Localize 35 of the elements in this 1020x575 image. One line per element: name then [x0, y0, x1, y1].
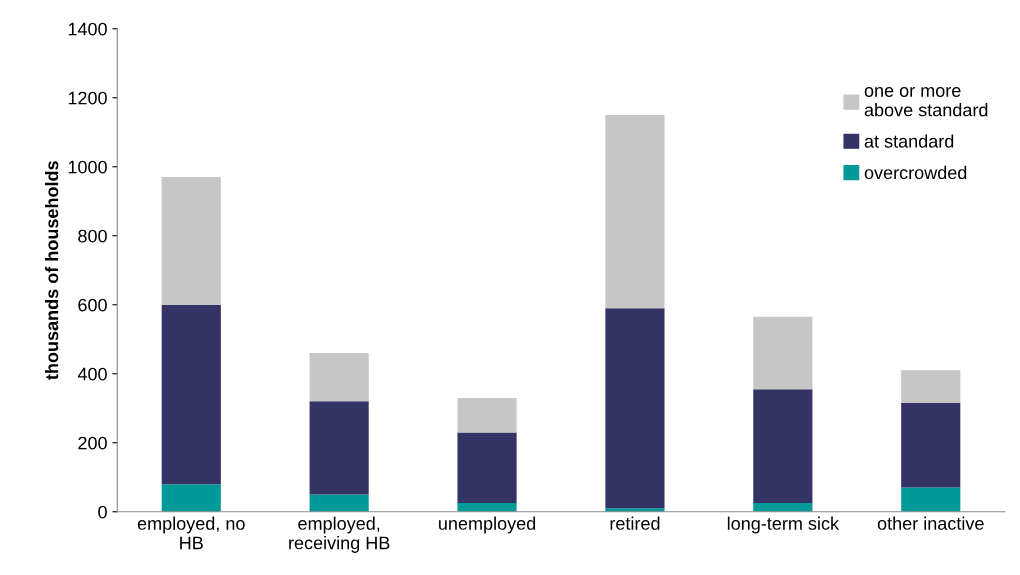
bar	[309, 353, 369, 402]
y-tick-label: 600	[78, 298, 107, 312]
y-tick-label: 1200	[68, 91, 107, 105]
legend-label: overcrowded	[864, 165, 967, 180]
bar	[161, 177, 221, 305]
x-tick-label: employed, no HB	[137, 516, 245, 550]
y-tick-label: 0	[98, 505, 107, 519]
bar	[753, 503, 813, 512]
x-tick-label: long-term sick	[727, 516, 840, 534]
bar	[753, 316, 813, 390]
bar	[605, 115, 665, 309]
bar	[901, 370, 961, 404]
bar	[309, 401, 369, 495]
x-tick-label: other inactive	[877, 516, 984, 530]
y-tick-label: 1400	[68, 22, 107, 36]
y-tick-label: 1000	[68, 160, 107, 174]
bar	[457, 503, 517, 512]
bar	[457, 397, 517, 433]
legend-label: one or more above standard	[864, 87, 988, 117]
legend-label: at standard	[864, 134, 954, 148]
x-tick-label: retired	[610, 516, 660, 530]
bar	[161, 304, 221, 485]
bar	[161, 484, 221, 512]
y-tick-label: 800	[78, 229, 107, 243]
y-axis-title: thousands of households	[45, 161, 59, 380]
bar	[901, 487, 961, 512]
bar	[605, 308, 665, 509]
x-tick-label: unemployed	[439, 516, 536, 534]
bar	[753, 389, 813, 504]
x-tick-label: employed, receiving HB	[289, 516, 390, 553]
bar	[457, 432, 517, 504]
bar	[309, 494, 369, 512]
y-tick-label: 400	[77, 367, 107, 381]
y-tick-label: 200	[78, 436, 107, 450]
bar	[901, 403, 961, 488]
